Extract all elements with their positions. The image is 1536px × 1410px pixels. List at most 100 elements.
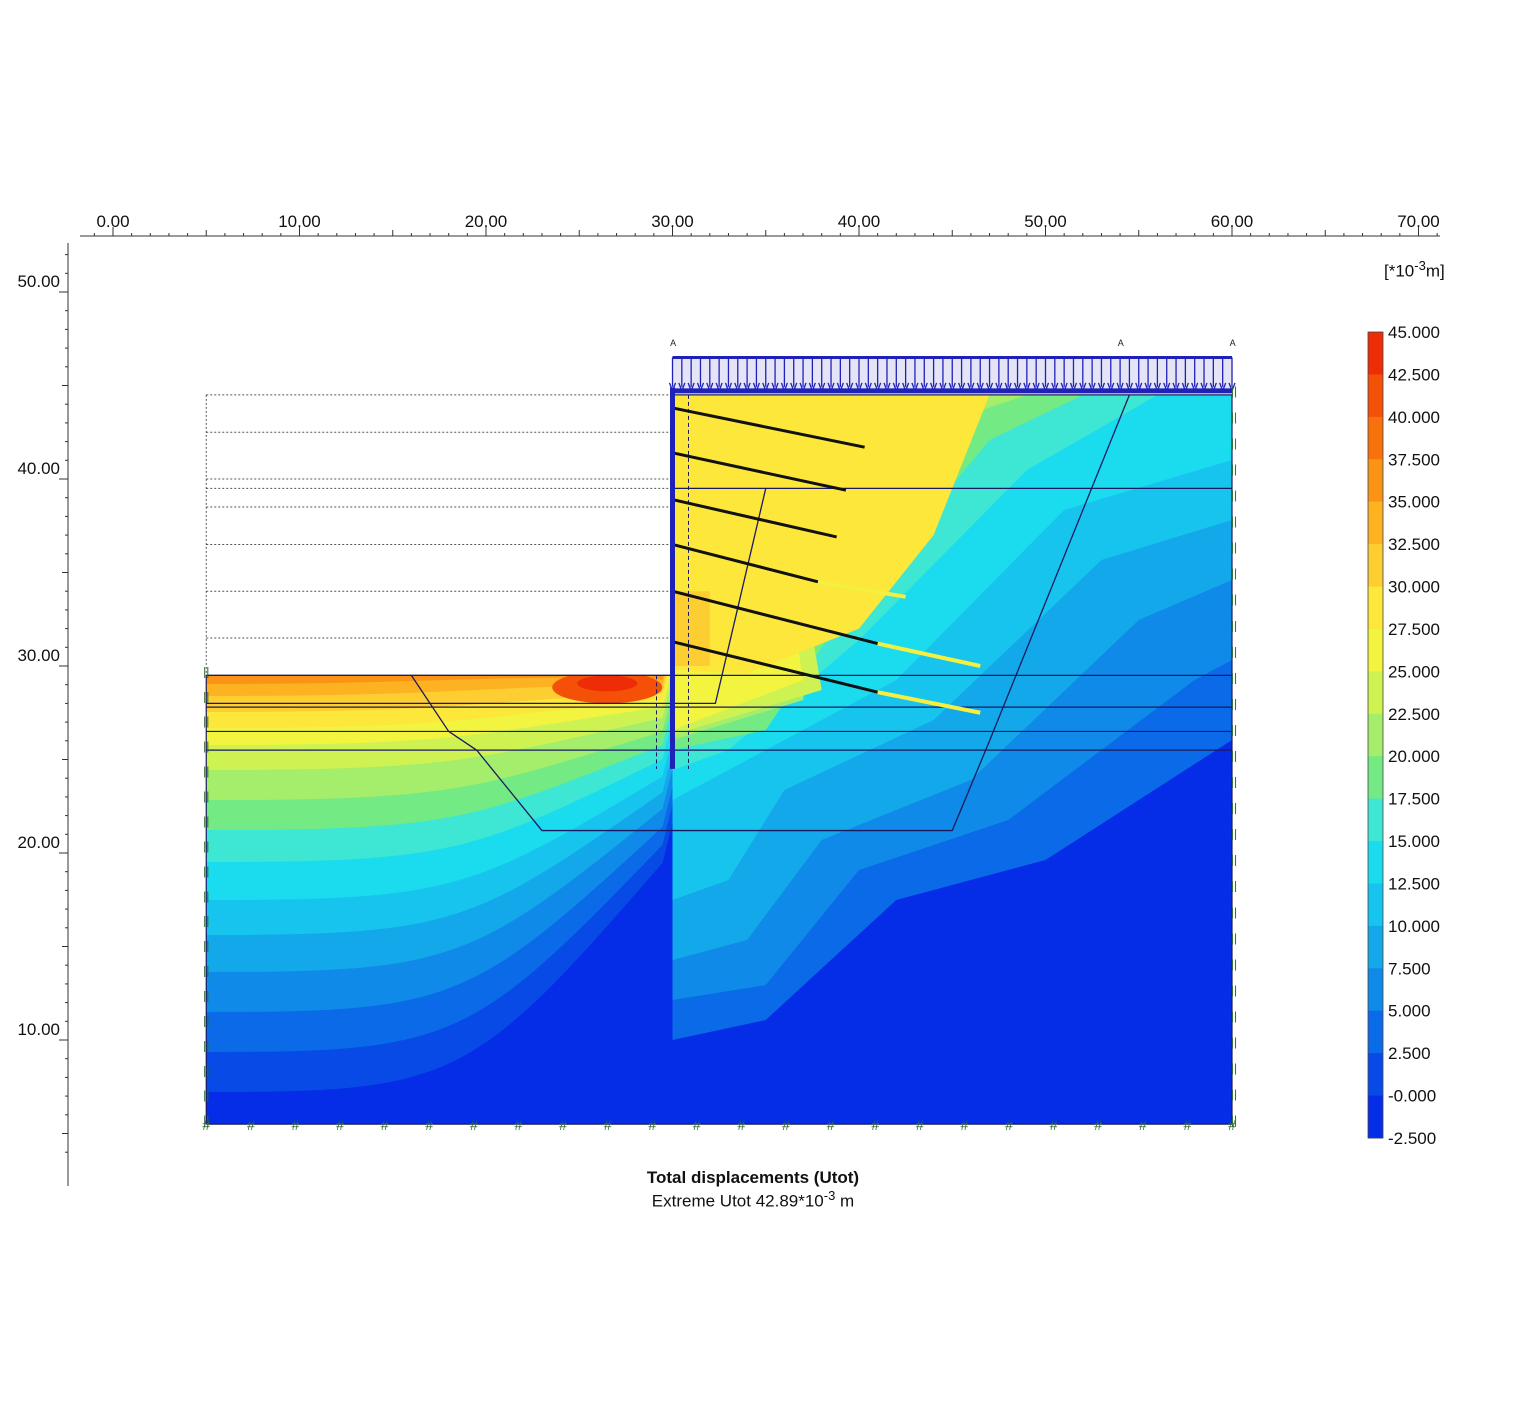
fixity-marker: # (604, 1117, 612, 1133)
fixity-marker: || (203, 764, 209, 778)
fixity-marker: || (203, 789, 209, 803)
colorbar-swatch (1368, 968, 1383, 1012)
fixity-marker: # (871, 1117, 879, 1133)
load-label: A (670, 338, 676, 348)
fixity-marker: # (336, 1117, 344, 1133)
colorbar-label: 5.000 (1388, 1002, 1431, 1021)
y-tick-label: 30.00 (17, 646, 60, 665)
colorbar-swatch (1368, 883, 1383, 927)
fixity-marker: || (1231, 749, 1237, 763)
colorbar-swatch (1368, 332, 1383, 375)
colorbar-label: 27.500 (1388, 620, 1440, 639)
contour-band (672, 591, 710, 666)
interface-line (410, 394, 1131, 832)
fixity-marker: || (203, 1013, 209, 1027)
colorbar-swatch (1368, 1010, 1383, 1054)
fixity-marker: # (961, 1117, 969, 1133)
anchor-free-length (672, 498, 837, 539)
colorbar-label: 40.000 (1388, 408, 1440, 427)
fixity-marker: # (782, 1117, 790, 1133)
fixity-marker: # (1139, 1117, 1147, 1133)
colorbar-label: 15.000 (1388, 832, 1440, 851)
fixity-marker: || (1231, 618, 1237, 632)
colorbar-label: 25.000 (1388, 662, 1440, 681)
x-tick-label: 50.00 (1024, 212, 1067, 231)
chart-title: Total displacements (Utot) (646, 1168, 860, 1187)
fixity-marker: || (203, 889, 209, 903)
fixity-marker: || (203, 1038, 209, 1052)
fixity-marker: # (202, 1117, 210, 1133)
anchor-grout-body (877, 641, 981, 668)
colorbar-label: 45.000 (1388, 323, 1440, 342)
x-tick-label: 20.00 (465, 212, 508, 231)
fixity-marker: # (381, 1117, 389, 1133)
fixity-marker: # (470, 1117, 478, 1133)
colorbar-label: 7.500 (1388, 959, 1431, 978)
colorbar-label: 37.500 (1388, 450, 1440, 469)
contour-band (206, 635, 673, 676)
fixity-marker: # (648, 1117, 656, 1133)
fixity-marker: || (203, 1088, 209, 1102)
fixity-marker: # (1005, 1117, 1013, 1133)
y-tick-label: 50.00 (17, 272, 60, 291)
fixity-marker: # (1094, 1117, 1102, 1133)
fixity-marker: || (1231, 566, 1237, 580)
interface-line (206, 488, 767, 705)
anchor-free-length (672, 406, 865, 449)
x-tick-label: 10.00 (278, 212, 321, 231)
fixity-marker: || (1231, 514, 1237, 528)
fixity-marker: || (1231, 775, 1237, 789)
y-tick-label: 20.00 (17, 833, 60, 852)
colorbar-swatch (1368, 1095, 1383, 1139)
colorbar-label: -0.000 (1388, 1087, 1436, 1106)
model-geometry: A A A# # # # # # # # # # # # # # # # # # # # # # # #|||||||||||||… (202, 338, 1237, 1133)
fixity-marker: || (1231, 801, 1237, 815)
colorbar-swatch (1368, 713, 1383, 757)
fixity-marker: || (1231, 879, 1237, 893)
fixity-marker: # (1184, 1117, 1192, 1133)
colorbar-label: 2.500 (1388, 1044, 1431, 1063)
fixity-marker: || (1231, 957, 1237, 971)
fixity-marker: || (1231, 696, 1237, 710)
fixity-marker: # (827, 1117, 835, 1133)
fixity-marker: || (1231, 670, 1237, 684)
colorbar-swatch (1368, 416, 1383, 460)
fixity-marker: # (1228, 1117, 1236, 1133)
colorbar-swatch (1368, 925, 1383, 969)
x-tick-label: 0.00 (96, 212, 129, 231)
fixity-marker: || (1231, 592, 1237, 606)
colorbar-swatch (1368, 628, 1383, 672)
fixity-marker: || (203, 964, 209, 978)
colorbar-swatch (1368, 586, 1383, 630)
fixity-marker: # (247, 1117, 255, 1133)
fixity-marker: || (203, 1113, 209, 1127)
fixity-marker: || (203, 714, 209, 728)
fixity-marker: || (1231, 905, 1237, 919)
anchor-grout-body (817, 579, 906, 599)
fixity-marker: # (425, 1117, 433, 1133)
anchor-grout-body (877, 690, 981, 715)
fixity-marker: # (1050, 1117, 1058, 1133)
fixity-marker: || (1231, 540, 1237, 554)
colorbar-label: 22.500 (1388, 705, 1440, 724)
fixity-marker: # (515, 1117, 523, 1133)
fixity-marker: # (738, 1117, 746, 1133)
fixity-marker: || (1231, 384, 1237, 398)
fixity-marker: || (203, 939, 209, 953)
colorbar-swatch (1368, 798, 1383, 842)
colorbar-label: 17.500 (1388, 790, 1440, 809)
axes: 0.00 10.00 20.00 30.00 40.00 50.00 60.00 70.00 5… (17, 212, 1440, 1186)
colorbar-swatch (1368, 459, 1383, 503)
colorbar-swatch (1368, 671, 1383, 715)
anchor-free-length (672, 451, 847, 492)
contour-band (206, 639, 673, 684)
fixity-marker: || (203, 1063, 209, 1077)
colorbar-swatch (1368, 756, 1383, 800)
fixity-marker: || (203, 739, 209, 753)
colorbar-label: 32.500 (1388, 535, 1440, 554)
x-tick-label: 30.00 (651, 212, 694, 231)
fixity-marker: || (203, 988, 209, 1002)
fixity-marker: || (1231, 1035, 1237, 1049)
fixity-marker: # (292, 1117, 300, 1133)
